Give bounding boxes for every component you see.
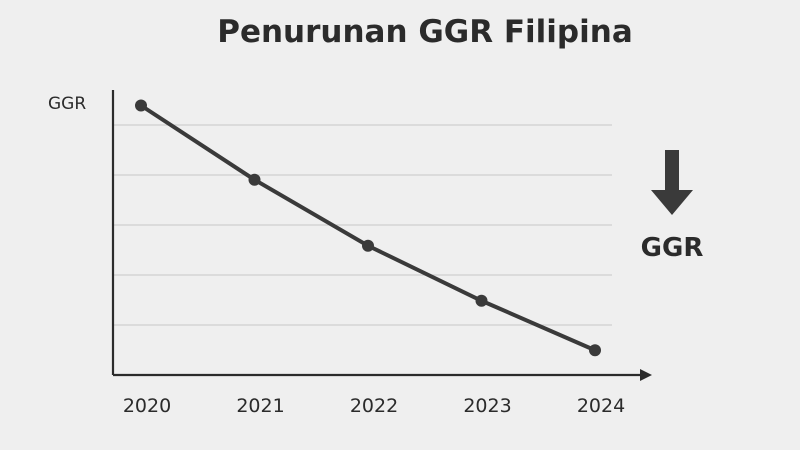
axes (111, 90, 652, 381)
x-tick-label: 2022 (350, 395, 398, 417)
y-axis-label: GGR (48, 94, 86, 114)
data-point-2023 (475, 294, 488, 307)
data-point-2024 (589, 344, 601, 357)
data-point-2021 (248, 173, 261, 186)
annotation-label: GGR (641, 233, 704, 263)
gridlines (113, 124, 612, 326)
x-tick-label: 2023 (463, 395, 511, 417)
x-tick-label: 2021 (236, 395, 284, 417)
x-tick-label: 2020 (123, 395, 171, 417)
x-tick-labels: 2020 2021 2022 2023 2024 (123, 395, 625, 417)
chart-title: Penurunan GGR Filipina (217, 14, 633, 50)
series-line (139, 103, 597, 353)
x-axis-arrowhead-icon (640, 369, 652, 381)
data-point-2020 (135, 99, 147, 112)
x-tick-label: 2024 (577, 395, 625, 417)
down-arrow-icon (651, 150, 693, 215)
data-point-2022 (362, 239, 374, 252)
series-ggr (135, 99, 601, 357)
